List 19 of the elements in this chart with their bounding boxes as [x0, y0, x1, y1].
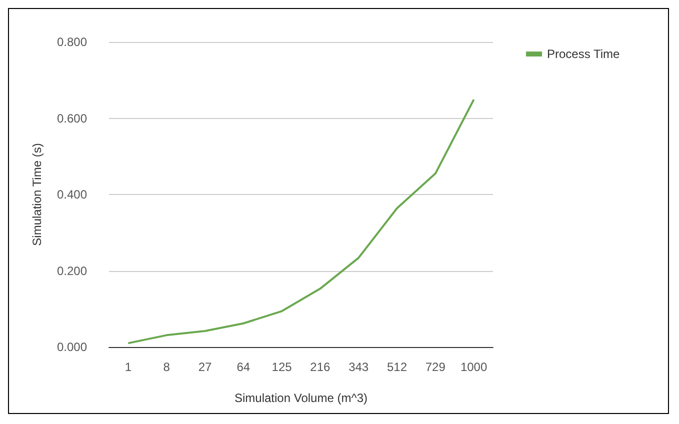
- x-tick-label: 8: [163, 360, 170, 374]
- y-tick-label: 0.200: [56, 264, 88, 278]
- y-tick-label: 0.000: [56, 340, 88, 354]
- y-tick-label: 0.600: [56, 111, 88, 126]
- x-tick-label: 1000: [460, 360, 488, 374]
- y-tick-label: 0.800: [56, 35, 88, 49]
- x-tick-label: 1: [124, 360, 132, 374]
- x-tick-label: 125: [272, 360, 292, 374]
- x-axis-title: Simulation Volume (m^3): [234, 391, 368, 405]
- x-tick-label: 216: [310, 360, 331, 374]
- x-tick-label: 64: [236, 360, 250, 374]
- y-axis-title: Simulation Time (s): [30, 143, 44, 246]
- x-tick-label: 343: [348, 360, 369, 374]
- x-tick-label: 27: [198, 360, 212, 374]
- x-tick-label: 512: [386, 360, 408, 374]
- line-series: [127, 98, 475, 344]
- legend-label: Process Time: [547, 47, 620, 61]
- y-tick-label: 0.400: [56, 188, 88, 202]
- x-tick-label: 729: [425, 360, 446, 374]
